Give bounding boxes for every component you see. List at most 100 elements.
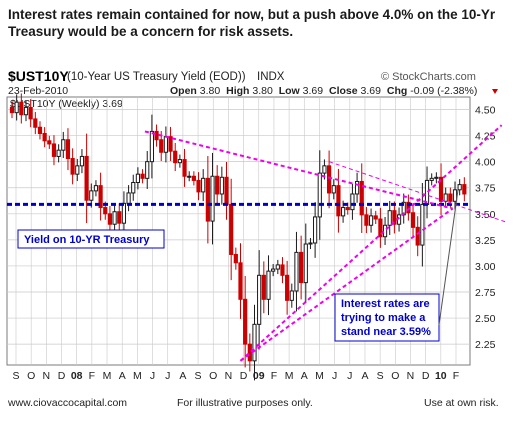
trendline-lower-support <box>239 207 454 362</box>
x-tick-label: M <box>315 370 324 382</box>
candle <box>117 203 122 232</box>
series-label-text: $UST10Y (Weekly) 3.69 <box>10 98 123 110</box>
candle-body <box>233 253 238 264</box>
candle-body <box>373 215 378 220</box>
candle-body <box>243 298 248 345</box>
candle <box>382 216 388 246</box>
candle <box>415 216 420 257</box>
candle-body <box>252 323 257 362</box>
candle-body <box>313 216 318 244</box>
footer-disclaimer: For illustrative purposes only. <box>177 397 313 409</box>
open-value: 3.80 <box>200 85 221 97</box>
candle <box>154 124 159 147</box>
candle-body <box>434 176 439 179</box>
candle <box>387 200 392 235</box>
candle-body <box>257 274 262 325</box>
candle <box>443 187 448 208</box>
yield-label: Yield on 10-YR Treasury <box>24 234 150 246</box>
trendline-long-rising <box>239 124 503 362</box>
candle-body <box>280 264 285 276</box>
candle-body <box>159 139 164 153</box>
candle-body <box>126 192 131 204</box>
yield-label-box <box>17 229 165 249</box>
candle <box>131 174 136 201</box>
candle <box>406 194 411 221</box>
x-tick-label: M <box>133 370 142 382</box>
candle-body <box>121 202 127 224</box>
low-label: Low <box>279 85 301 97</box>
footer-website: www.ciovaccocapital.com <box>8 397 128 409</box>
candle <box>299 235 304 300</box>
callout-line-3: stand near 3.59% <box>341 326 431 338</box>
candle-body <box>98 185 103 209</box>
y-tick-label: 2.75 <box>475 287 496 299</box>
candle-body <box>56 149 61 157</box>
candle <box>79 149 85 174</box>
y-tick-label: 3.00 <box>475 261 496 273</box>
candle-body <box>299 251 304 284</box>
x-tick-label: 08 <box>71 370 83 382</box>
open-label: Open <box>170 85 197 97</box>
y-tick-label: 4.25 <box>475 131 496 143</box>
candle-body <box>289 290 294 301</box>
trendline-secondary-descending <box>328 161 507 223</box>
candle-body <box>229 203 234 255</box>
stockcharts-brand: © StockCharts.com <box>381 71 476 83</box>
candle <box>9 101 15 119</box>
candle-body <box>61 139 66 151</box>
candle-body <box>51 143 57 157</box>
candle-body <box>79 155 85 167</box>
candle <box>331 179 336 200</box>
candle-body <box>285 274 290 301</box>
series-label: $UST10Y (Weekly) 3.69 <box>10 98 123 110</box>
candle <box>313 202 318 258</box>
low-value: 3.69 <box>303 85 324 97</box>
candle <box>168 126 173 161</box>
candle <box>368 208 374 233</box>
footer-risk: Use at own risk. <box>424 397 499 409</box>
candle-body <box>457 184 462 191</box>
candle-body <box>275 264 280 270</box>
candle-body <box>163 136 168 153</box>
candle <box>65 128 71 171</box>
candle-body <box>84 155 89 201</box>
candle <box>135 167 141 190</box>
candle-body <box>103 207 108 215</box>
x-tick-label: M <box>285 370 294 382</box>
candle <box>93 180 99 197</box>
down-arrow-icon <box>492 89 498 94</box>
x-tick-label: J <box>150 370 155 382</box>
chart-symbol: $UST10Y <box>8 68 69 84</box>
candle-body <box>438 176 444 202</box>
candle-body <box>117 211 122 224</box>
x-tick-label: A <box>301 370 308 382</box>
callout-pointer <box>438 189 459 326</box>
candle-body <box>131 182 136 194</box>
candle <box>42 127 47 148</box>
candle <box>438 163 444 216</box>
candle-body <box>177 159 182 164</box>
candle <box>140 169 145 184</box>
candle <box>187 171 192 182</box>
candle <box>434 172 439 184</box>
candle-body <box>443 193 448 202</box>
candle <box>98 172 103 221</box>
x-tick-label: O <box>391 370 399 382</box>
candle <box>392 201 397 234</box>
x-tick-label: O <box>27 370 35 382</box>
x-tick-label: A <box>361 370 368 382</box>
candle-body <box>9 106 15 114</box>
candle-body <box>135 173 141 184</box>
candle-body <box>415 226 420 246</box>
candle <box>219 166 224 205</box>
x-tick-label: F <box>271 370 277 382</box>
candle <box>350 183 355 220</box>
candle <box>205 155 210 244</box>
candle <box>327 150 332 209</box>
candle <box>266 255 271 316</box>
callout-box <box>334 293 440 342</box>
candle-body <box>354 180 360 195</box>
candle <box>410 203 416 238</box>
candle-body <box>191 175 196 181</box>
x-tick-label: S <box>195 370 202 382</box>
